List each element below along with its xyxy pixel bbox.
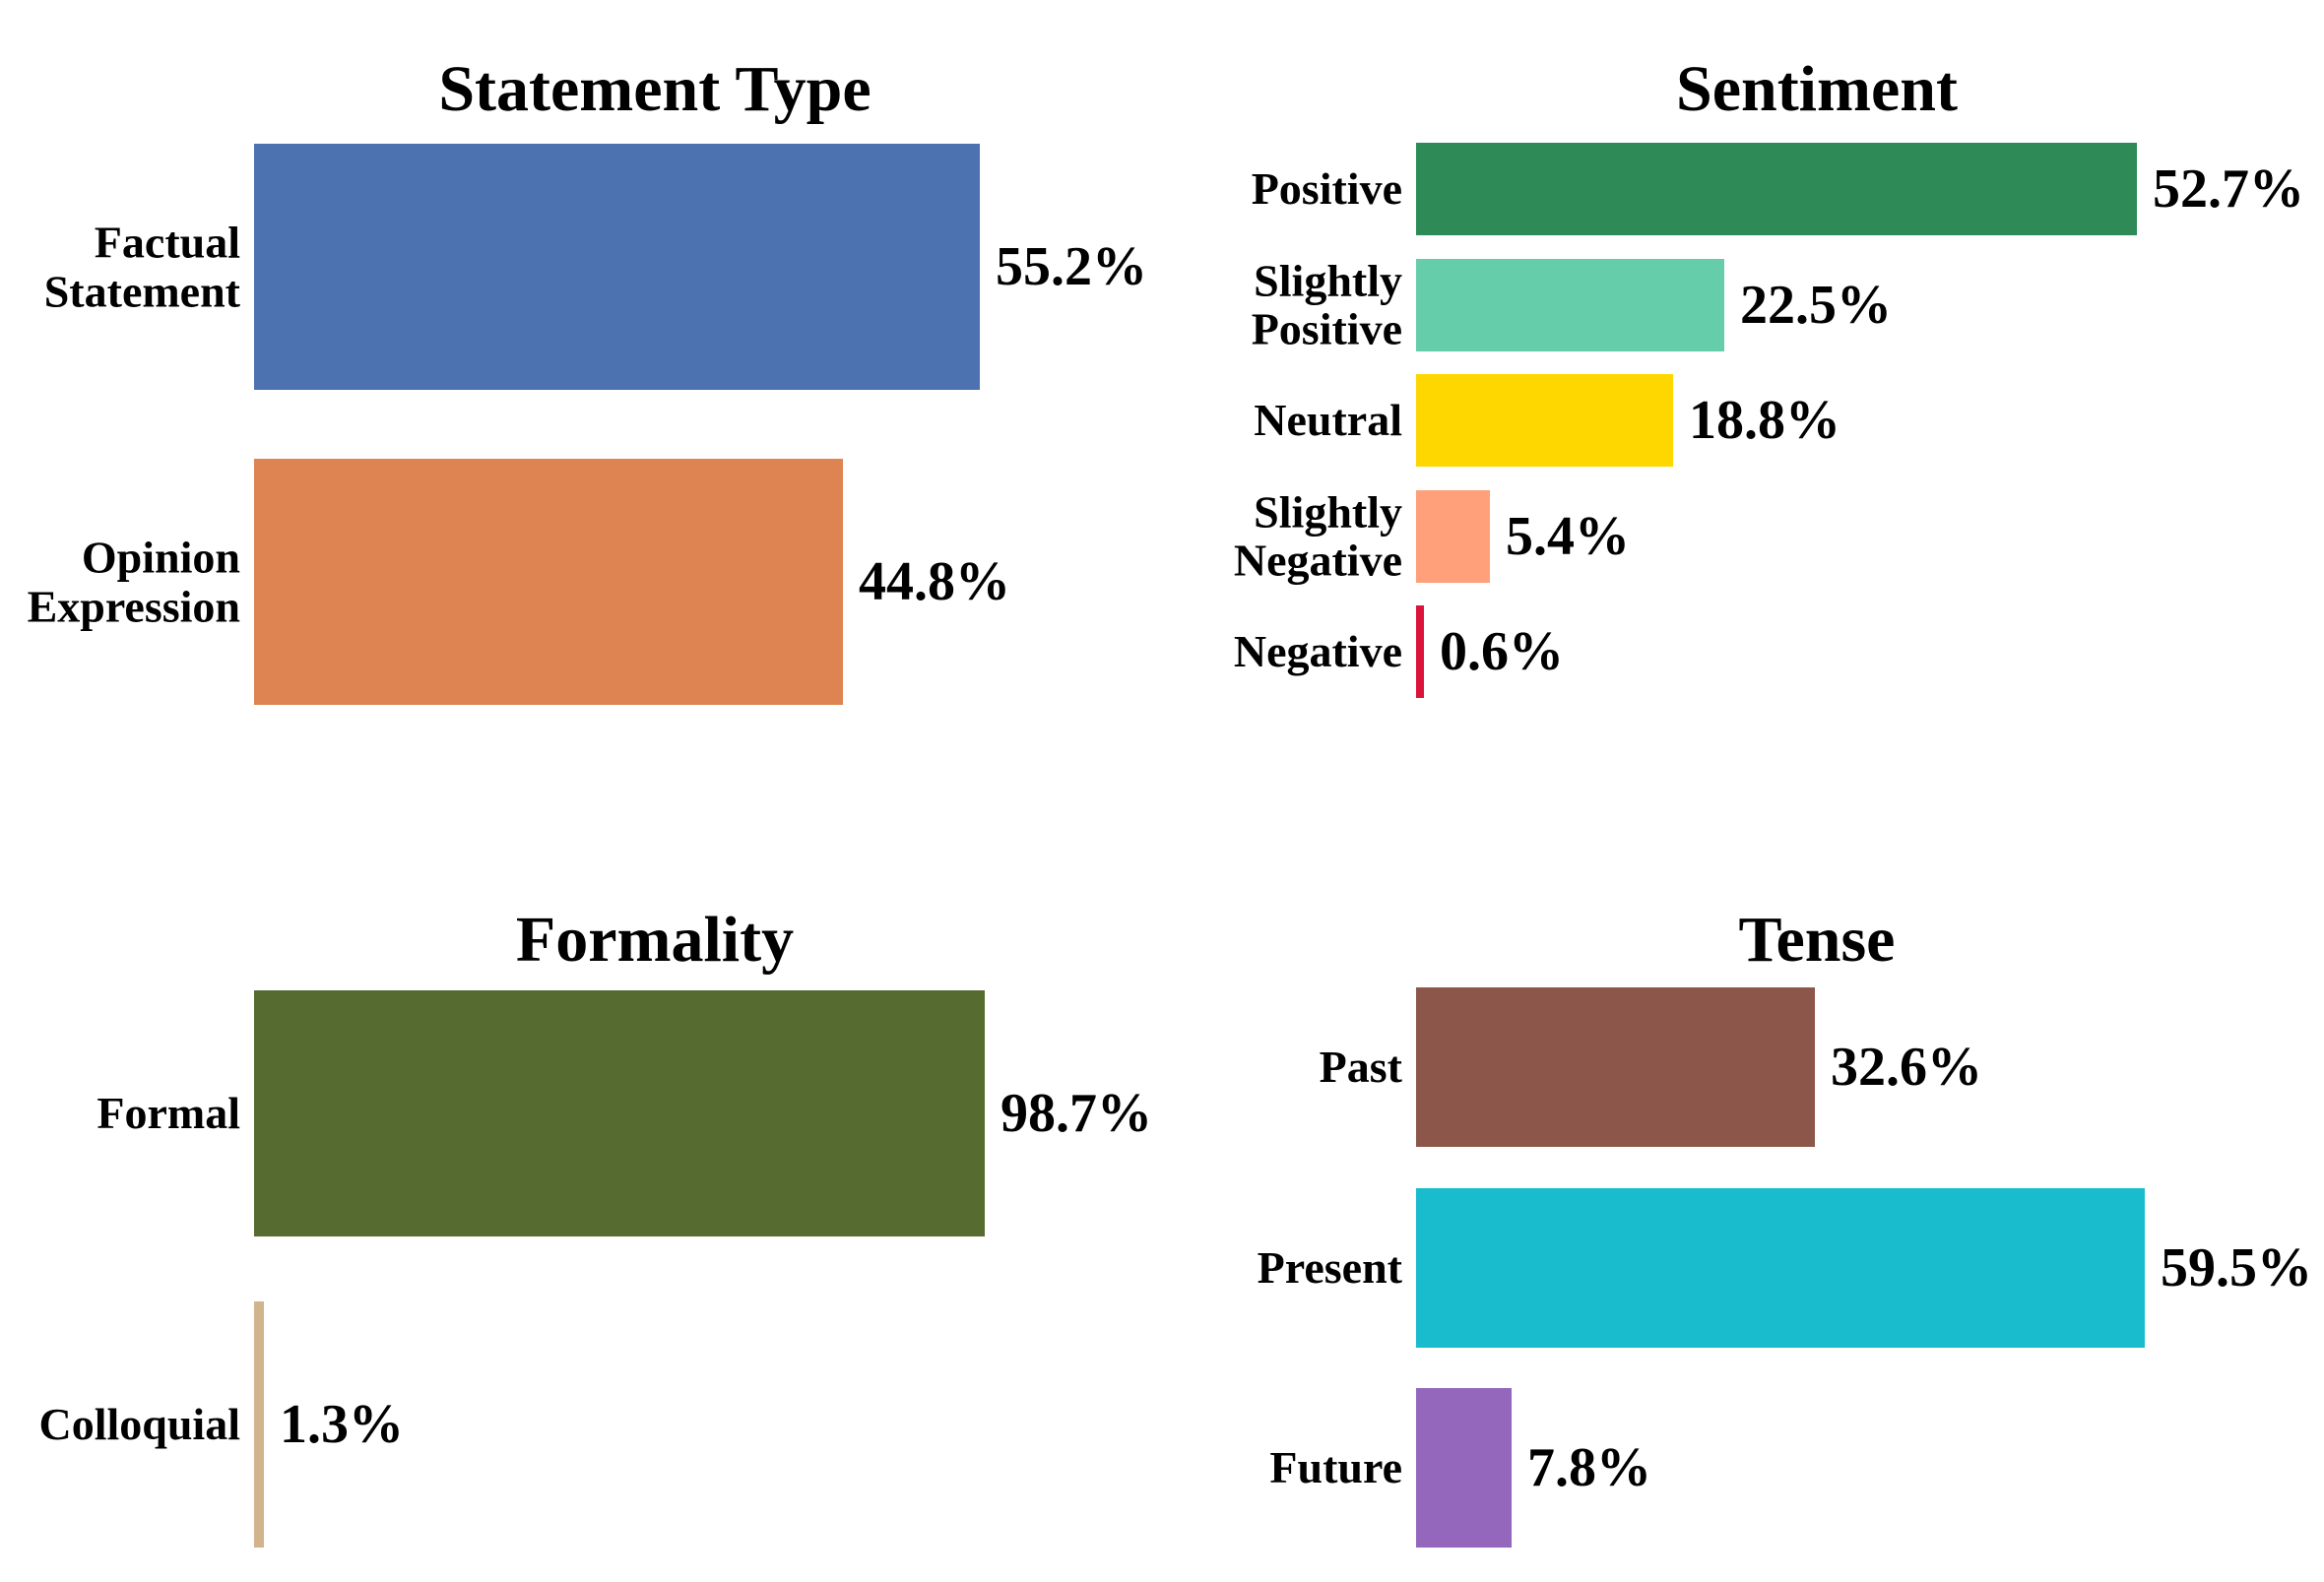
value-label-formal: 98.7% [1001,1083,1152,1144]
bar-formal [254,990,985,1236]
chart-title-sentiment: Sentiment [1676,52,1958,125]
bar-neutral [1416,374,1673,467]
bar-slightly-negative [1416,489,1490,583]
chart-title-statement-type: Statement Type [438,52,872,125]
value-label-colloquial: 1.3% [280,1394,404,1455]
value-label-negative: 0.6% [1440,621,1564,682]
bar-slightly-positive [1416,258,1724,351]
chart-title-tense: Tense [1738,903,1896,976]
category-label-slightly-positive: Slightly Positive [1251,254,1402,354]
value-label-opinion-expression: 44.8% [859,551,1010,612]
category-label-past: Past [1319,1042,1402,1093]
chart-tense: Tense Past 32.6% Present 59.5% Future 7.8% [1162,807,2324,1582]
chart-title-formality: Formality [515,903,795,976]
bar-negative [1416,605,1424,698]
value-label-factual-statement: 55.2% [996,236,1147,297]
bar-factual-statement [254,144,980,390]
category-label-positive: Positive [1251,163,1402,215]
chart-formality: Formality Formal 98.7% Colloquial 1.3% [0,807,1162,1582]
bar-opinion-expression [254,459,843,705]
value-label-neutral: 18.8% [1689,390,1840,451]
bar-present [1416,1188,2145,1348]
category-label-present: Present [1257,1242,1402,1294]
category-label-negative: Negative [1233,626,1402,677]
category-label-formal: Formal [97,1088,240,1139]
bar-past [1416,987,1815,1147]
value-label-slightly-positive: 22.5% [1740,274,1892,336]
category-label-slightly-negative: Slightly Negative [1233,485,1402,586]
category-label-factual-statement: Factual Statement [43,217,240,316]
bar-colloquial [254,1301,264,1548]
category-label-neutral: Neutral [1254,395,1402,446]
value-label-past: 32.6% [1831,1037,1982,1098]
value-label-present: 59.5% [2161,1237,2312,1298]
value-label-slightly-negative: 5.4% [1506,505,1630,567]
value-label-future: 7.8% [1527,1437,1651,1498]
chart-sentiment: Sentiment Positive 52.7% Slightly Positive 2… [1162,0,2324,807]
value-label-positive: 52.7% [2153,158,2304,220]
chart-statement-type: Statement Type Factual Statement 55.2% Opin… [0,0,1162,807]
bar-future [1416,1388,1512,1548]
bar-positive [1416,143,2137,235]
category-label-future: Future [1269,1442,1402,1493]
category-label-opinion-expression: Opinion Expression [27,532,240,631]
category-label-colloquial: Colloquial [38,1399,240,1450]
